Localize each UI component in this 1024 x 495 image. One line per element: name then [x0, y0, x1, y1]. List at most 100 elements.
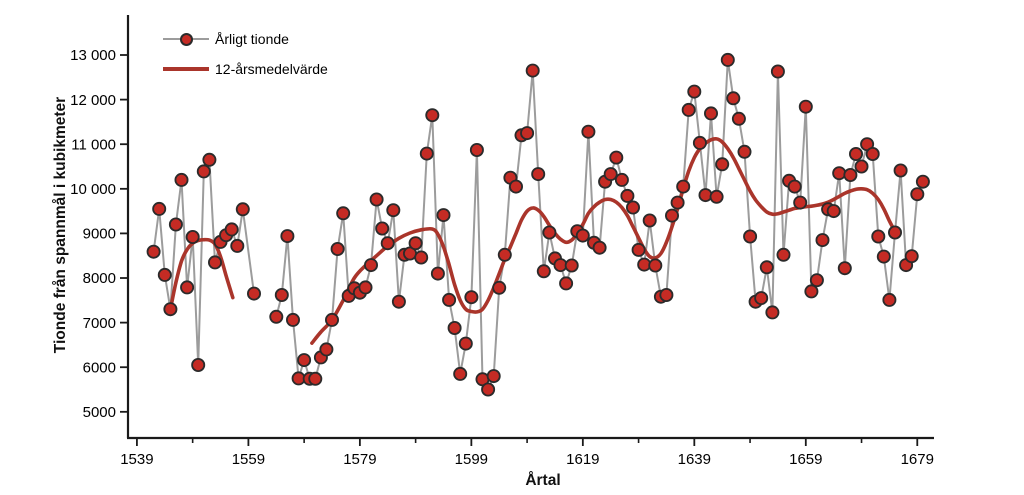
data-point: [174, 172, 189, 187]
x-axis-title: Årtal: [525, 472, 561, 489]
data-point: [191, 357, 206, 372]
data-point: [375, 221, 390, 236]
data-point: [202, 152, 217, 167]
mean-series-line: [169, 237, 235, 306]
data-point: [614, 172, 629, 187]
data-point: [308, 371, 323, 386]
data-point: [787, 179, 802, 194]
data-point: [815, 233, 830, 248]
data-point: [425, 108, 440, 123]
data-point: [436, 208, 451, 223]
data-point: [704, 106, 719, 121]
data-point: [620, 188, 635, 203]
legend-label-mean: 12-årsmedelvärde: [215, 61, 328, 77]
data-point: [882, 292, 897, 307]
data-point: [163, 302, 178, 317]
legend-item-annual: Årligt tionde: [163, 24, 328, 54]
annual-series-line: [152, 158, 255, 366]
data-point: [464, 290, 479, 305]
data-point: [670, 195, 685, 210]
data-point: [497, 247, 512, 262]
y-tick-label: 10 000: [70, 181, 116, 198]
data-point: [536, 264, 551, 279]
data-point: [358, 280, 373, 295]
data-point: [648, 258, 663, 273]
data-point: [224, 222, 239, 237]
annual-dot-icon: [180, 33, 193, 46]
data-point: [380, 236, 395, 251]
y-tick-label: 9000: [83, 226, 116, 243]
data-point: [798, 99, 813, 114]
data-point: [770, 64, 785, 79]
data-point: [832, 166, 847, 181]
data-point: [731, 111, 746, 126]
y-tick-label: 13 000: [70, 47, 116, 64]
data-point: [430, 266, 445, 281]
data-point: [698, 188, 713, 203]
data-point: [542, 225, 557, 240]
mean-series-line: [310, 136, 896, 345]
data-point: [391, 294, 406, 309]
data-point: [759, 260, 774, 275]
data-point: [336, 206, 351, 221]
data-point: [319, 342, 334, 357]
data-point: [458, 336, 473, 351]
data-point: [575, 228, 590, 243]
data-point: [508, 179, 523, 194]
data-point: [676, 179, 691, 194]
y-axis-title: Tionde från spannmål i kubikmeter: [52, 96, 69, 354]
data-point: [765, 305, 780, 320]
data-point: [469, 142, 484, 157]
y-tick-label: 7000: [83, 315, 116, 332]
data-point: [207, 255, 222, 270]
data-point: [235, 202, 250, 217]
y-tick-label: 12 000: [70, 92, 116, 109]
data-point: [665, 208, 680, 223]
x-tick-label: 1539: [120, 451, 153, 468]
data-point: [843, 167, 858, 182]
data-point: [581, 124, 596, 139]
annual-series-line: [275, 58, 924, 391]
data-point: [492, 280, 507, 295]
data-point: [642, 213, 657, 228]
mean-line-swatch: [163, 67, 209, 71]
data-point: [904, 249, 919, 264]
data-point: [692, 135, 707, 150]
data-point: [152, 201, 167, 216]
data-point: [168, 217, 183, 232]
y-tick-label: 6000: [83, 359, 116, 376]
annual-series-marker: [163, 32, 209, 46]
legend-item-mean: 12-årsmedelvärde: [163, 54, 328, 84]
data-point: [520, 126, 535, 141]
data-point: [559, 276, 574, 291]
data-point: [609, 150, 624, 165]
data-point: [280, 229, 295, 244]
data-point: [865, 146, 880, 161]
data-point: [285, 312, 300, 327]
data-point: [185, 229, 200, 244]
data-point: [525, 63, 540, 78]
data-point: [157, 267, 172, 282]
data-point: [715, 157, 730, 172]
data-point: [531, 167, 546, 182]
data-point: [274, 287, 289, 302]
data-point: [804, 284, 819, 299]
data-point: [180, 280, 195, 295]
data-point: [269, 309, 284, 324]
data-point: [603, 167, 618, 182]
data-point: [659, 287, 674, 302]
y-tick-label: 11 000: [71, 136, 116, 153]
data-point: [369, 192, 384, 207]
data-point: [486, 369, 501, 384]
data-point: [737, 144, 752, 159]
data-point: [363, 258, 378, 273]
data-point: [447, 320, 462, 335]
x-tick-label: 1659: [789, 451, 822, 468]
data-point: [854, 159, 869, 174]
data-point: [720, 52, 735, 67]
data-point: [915, 174, 930, 189]
data-point: [453, 366, 468, 381]
data-point: [246, 286, 261, 301]
